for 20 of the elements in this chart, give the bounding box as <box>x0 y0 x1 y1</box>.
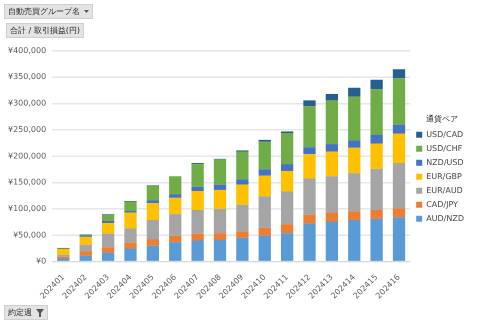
legend-label: NZD/USD <box>426 158 464 167</box>
legend-label: AUD/NZD <box>426 214 464 223</box>
y-tick-label: ¥200,000 <box>8 151 46 160</box>
y-tick-label: ¥350,000 <box>8 72 46 82</box>
y-axis-title: 合計 / 取引損益(円) <box>6 23 84 38</box>
y-tick-label: ¥400,000 <box>8 46 46 55</box>
y-tick-label: ¥150,000 <box>8 178 46 187</box>
legend-label: USD/CHF <box>426 144 463 153</box>
y-tick-label: ¥250,000 <box>8 124 46 134</box>
legend-label: EUR/AUD <box>426 186 463 195</box>
y-tick-label: ¥300,000 <box>8 98 46 108</box>
y-tick-label: ¥50,000 <box>13 230 46 240</box>
legend-label: EUR/GBP <box>426 172 462 181</box>
legend-label: USD/CAD <box>426 130 464 139</box>
y-tick-label: ¥0 <box>36 256 46 266</box>
text: 自動売買グループ名 <box>8 6 80 17</box>
text: 約定週 <box>8 307 32 318</box>
y-tick-label: ¥100,000 <box>8 204 46 213</box>
legend-label: CAD/JPY <box>426 200 458 209</box>
legend-title: 通貨ペア <box>426 114 458 124</box>
